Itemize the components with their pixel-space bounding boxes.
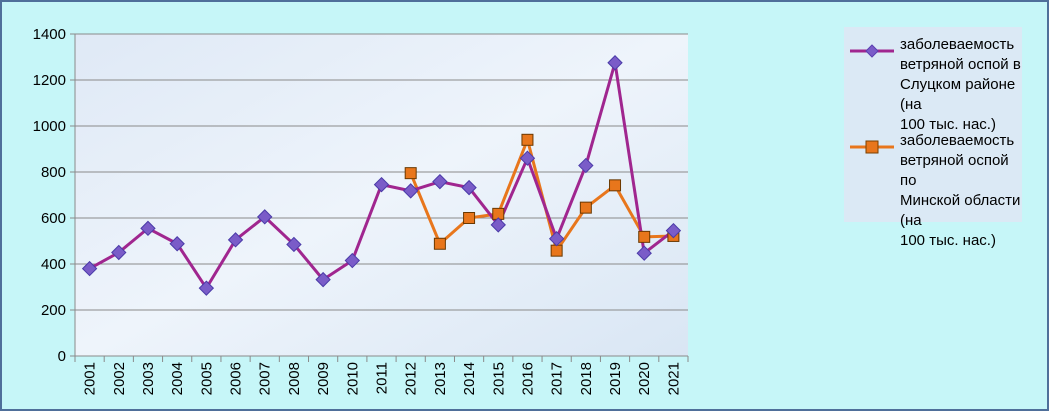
y-axis-ticks: 0 200 400 600 800 1000 1200 1400 xyxy=(33,26,76,365)
x-tick-label: 2018 xyxy=(578,362,595,395)
data-point-square xyxy=(638,230,651,243)
data-point-diamond xyxy=(140,220,156,237)
x-tick-label: 2007 xyxy=(257,362,274,395)
y-tick-label: 600 xyxy=(41,210,66,227)
x-tick-label: 2001 xyxy=(82,362,99,395)
data-point-diamond xyxy=(490,217,506,233)
x-tick-label: 2006 xyxy=(228,362,245,395)
y-tick-label: 400 xyxy=(41,256,66,273)
x-tick-label: 2020 xyxy=(636,362,653,395)
x-tick-label: 2017 xyxy=(549,362,566,395)
data-point-diamond xyxy=(519,150,536,166)
x-tick-label: 2021 xyxy=(665,362,682,395)
data-point-diamond xyxy=(315,271,331,288)
y-tick-label: 1000 xyxy=(33,118,66,135)
y-tick-label: 1400 xyxy=(33,26,66,43)
data-point-square xyxy=(609,179,622,192)
data-point-diamond xyxy=(169,236,185,252)
legend-line: ветряной оспой в xyxy=(900,56,1021,73)
legend-marker-sluck xyxy=(850,44,894,58)
legend-label-minsk: заболеваемость ветряной оспой по Минской… xyxy=(900,131,1026,251)
data-point-diamond xyxy=(198,280,215,296)
y-tick-label: 1200 xyxy=(33,72,66,89)
legend-line: Минской области (на xyxy=(900,192,1021,229)
data-point-diamond xyxy=(257,209,273,225)
x-tick-label: 2014 xyxy=(461,362,478,395)
data-point-diamond xyxy=(461,179,477,196)
data-point-square xyxy=(521,133,534,146)
x-tick-label: 2015 xyxy=(490,362,507,395)
legend-line: ветряной оспой по xyxy=(900,152,1009,189)
data-point-diamond xyxy=(607,55,623,71)
x-tick-label: 2005 xyxy=(198,362,215,395)
legend-line: 100 тыс. нас.) xyxy=(900,232,996,249)
x-tick-label: 2011 xyxy=(374,362,391,394)
x-tick-label: 2002 xyxy=(111,362,128,395)
data-point-diamond xyxy=(344,252,361,269)
data-point-diamond xyxy=(548,230,565,247)
legend-line: заболеваемость xyxy=(900,132,1015,149)
y-tick-label: 200 xyxy=(41,302,66,319)
x-tick-label: 2012 xyxy=(403,362,420,395)
data-point-diamond xyxy=(402,183,419,199)
plot-area xyxy=(75,34,688,356)
series-markers xyxy=(81,55,682,296)
data-point-square xyxy=(579,201,592,214)
legend-line: заболеваемость xyxy=(900,36,1015,53)
legend-label-sluck: заболеваемость ветряной оспой в Слуцком … xyxy=(900,35,1026,135)
data-point-square xyxy=(404,167,417,180)
x-tick-label: 2003 xyxy=(140,362,157,395)
data-point-square xyxy=(463,212,476,224)
data-point-diamond xyxy=(665,222,682,239)
data-point-diamond xyxy=(636,245,652,261)
legend-line: Слуцком районе (на xyxy=(900,76,1016,113)
x-tick-label: 2004 xyxy=(169,362,186,395)
legend-line: 100 тыс. нас.) xyxy=(900,116,996,133)
x-tick-label: 2010 xyxy=(344,362,361,395)
data-point-diamond xyxy=(432,173,448,190)
legend: заболеваемость ветряной оспой в Слуцком … xyxy=(844,27,1022,249)
y-tick-label: 800 xyxy=(41,164,66,181)
x-tick-label: 2009 xyxy=(315,362,332,395)
x-tick-label: 2013 xyxy=(432,362,449,395)
data-point-diamond xyxy=(111,244,127,261)
data-point-diamond xyxy=(286,236,302,253)
legend-marker-minsk xyxy=(850,140,894,154)
data-point-diamond xyxy=(227,232,244,248)
x-tick-label: 2019 xyxy=(607,362,624,395)
x-tick-label: 2008 xyxy=(286,362,303,395)
data-point-square xyxy=(550,244,563,257)
y-tick-label: 0 xyxy=(58,348,66,365)
data-point-square xyxy=(433,237,446,250)
data-point-diamond xyxy=(81,260,98,277)
data-point-diamond xyxy=(578,157,594,174)
x-axis-ticks: 2001 2002 2003 2004 2005 2006 2007 2008 2009 2010… xyxy=(74,355,689,395)
x-tick-label: 2016 xyxy=(519,362,536,395)
data-point-diamond xyxy=(373,176,390,193)
